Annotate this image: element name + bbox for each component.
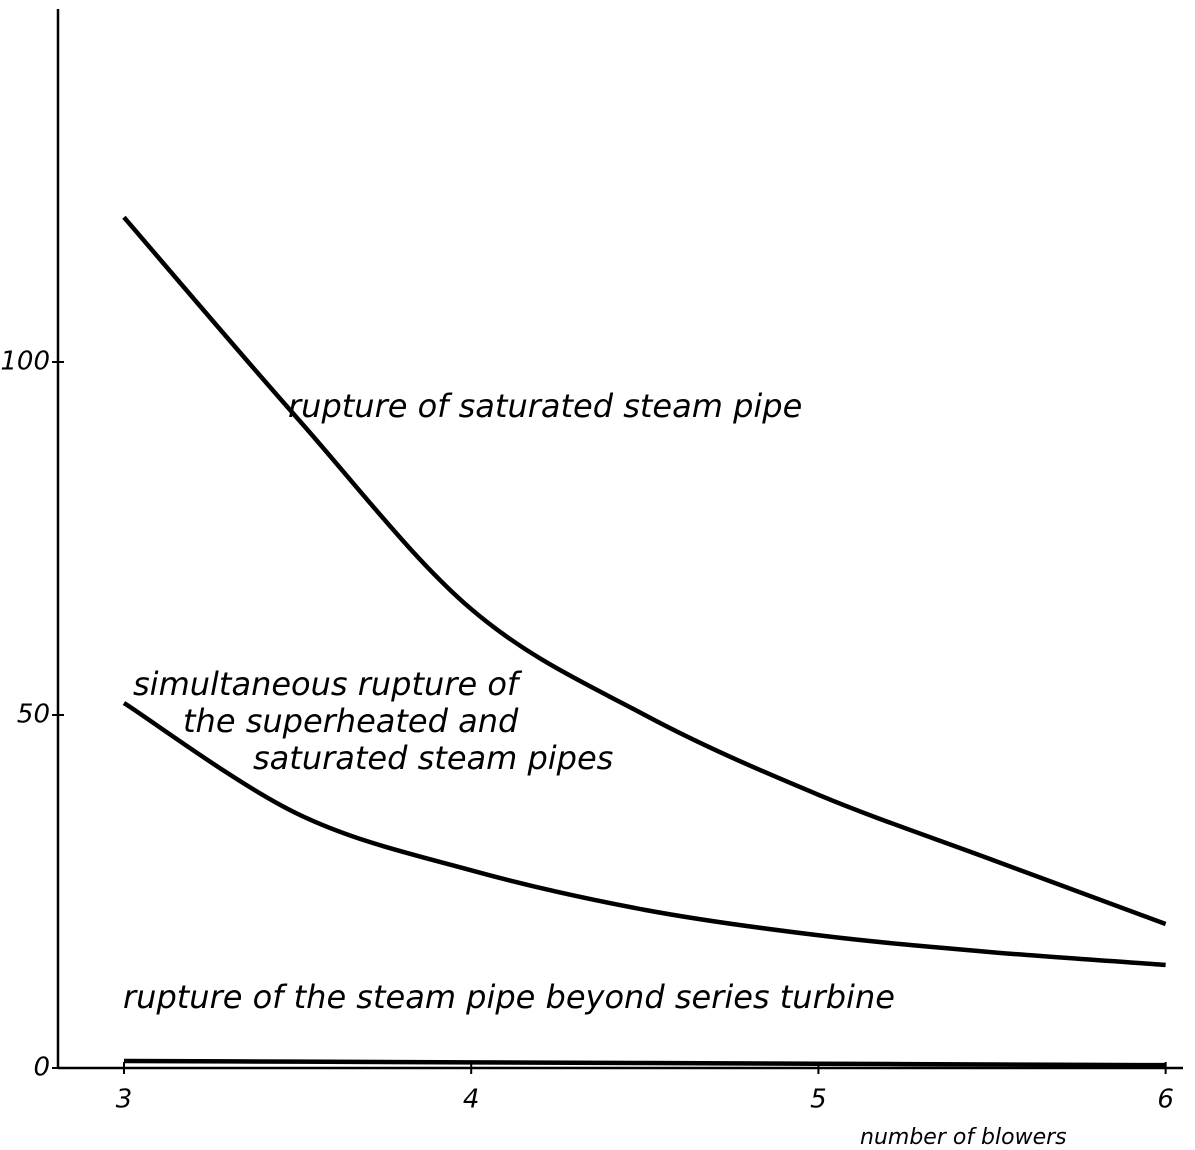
annotation: rupture of the steam pipe beyond series … <box>123 978 895 1016</box>
annotation: saturated steam pipes <box>253 739 613 777</box>
line-series <box>122 701 1166 968</box>
x-tick-label: 4 <box>463 1085 480 1115</box>
y-tick-label: 50 <box>17 700 50 730</box>
annotation: simultaneous rupture of <box>133 665 523 703</box>
line-series <box>122 215 1167 927</box>
annotation: the superheated and <box>183 702 519 740</box>
y-tick-label: 0 <box>33 1053 50 1083</box>
x-tick-label: 5 <box>810 1085 827 1115</box>
line-series <box>123 1058 1166 1068</box>
x-tick-label: 6 <box>1157 1085 1174 1115</box>
x-axis-label: number of blowers <box>860 1125 1067 1150</box>
x-tick-label: 3 <box>116 1085 133 1115</box>
annotation: rupture of saturated steam pipe <box>288 387 802 425</box>
y-tick-label: 100 <box>0 347 50 377</box>
